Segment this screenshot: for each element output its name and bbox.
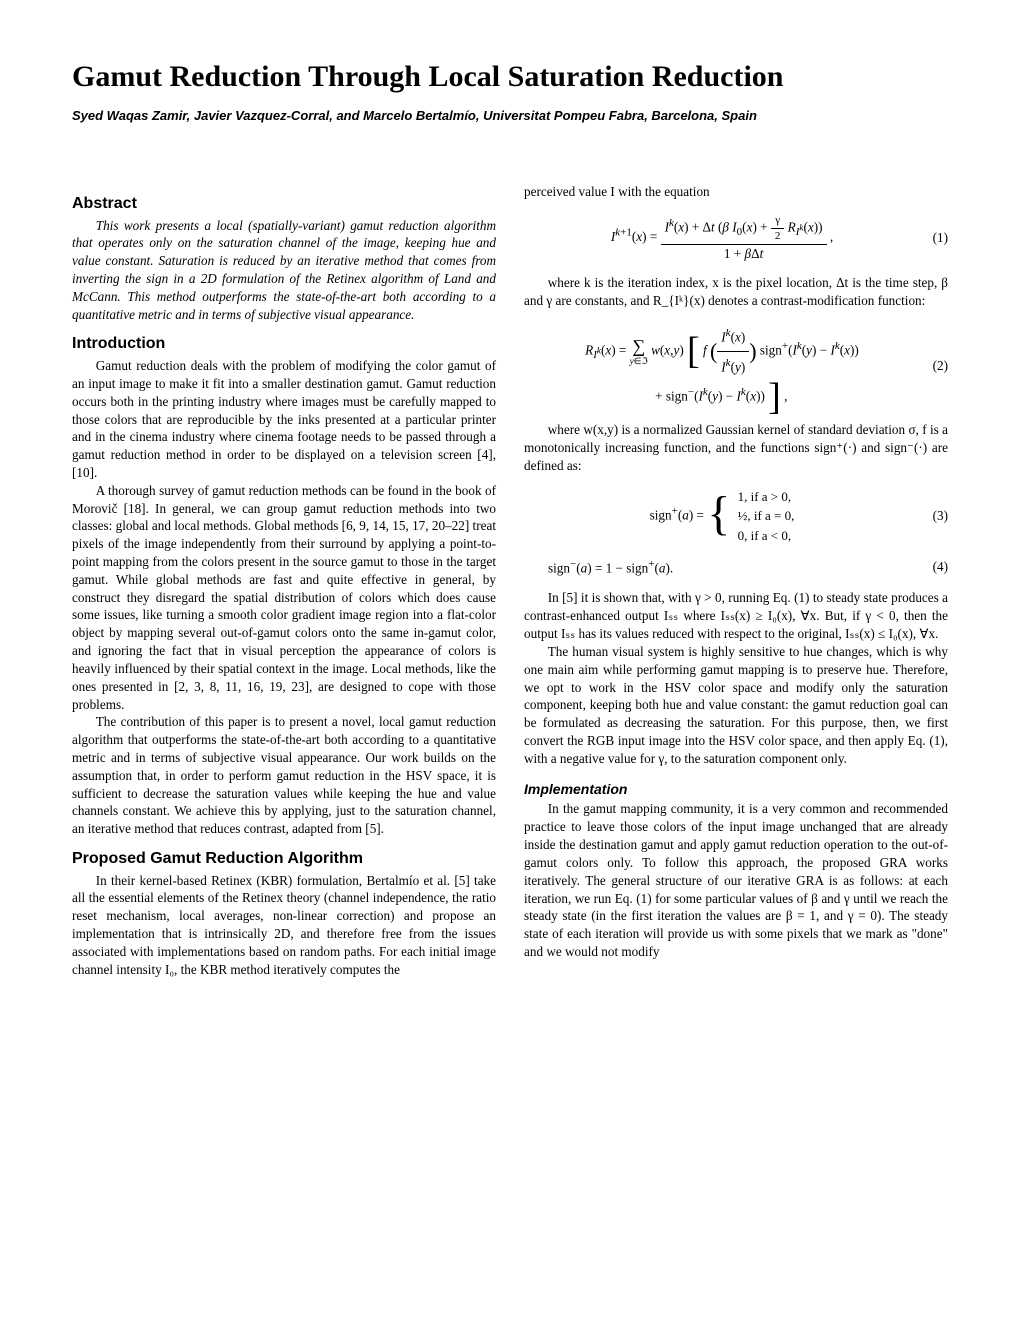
page-title: Gamut Reduction Through Local Saturation… [72, 60, 948, 94]
algorithm-heading: Proposed Gamut Reduction Algorithm [72, 848, 496, 870]
introduction-heading: Introduction [72, 333, 496, 355]
equation-4: sign−(a) = 1 − sign+(a). (4) [524, 557, 948, 577]
authors-line: Syed Waqas Zamir, Javier Vazquez-Corral,… [72, 108, 948, 123]
right-column: perceived value I with the equation Ik+1… [524, 183, 948, 978]
equation-3: sign+(a) = { 1, if a > 0, ½, if a = 0, 0… [524, 487, 948, 546]
equation-4-number: (4) [920, 558, 948, 576]
right-p3: In [5] it is shown that, with γ > 0, run… [524, 589, 948, 642]
abstract-text: This work presents a local (spatially-va… [72, 217, 496, 324]
equation-3-number: (3) [920, 507, 948, 525]
eq3-case-1: 1, if a > 0, [738, 489, 792, 504]
algorithm-paragraph-1: In their kernel-based Retinex (KBR) form… [72, 872, 496, 979]
implementation-heading: Implementation [524, 780, 948, 799]
two-column-layout: Abstract This work presents a local (spa… [72, 183, 948, 978]
equation-1-number: (1) [920, 229, 948, 247]
eq3-case-3: 0, if a < 0, [738, 528, 792, 543]
equation-1: Ik+1(x) = Ik(x) + Δt (β I0(x) + γ2 RIk(x… [524, 213, 948, 263]
abstract-heading: Abstract [72, 193, 496, 215]
right-p0: perceived value I with the equation [524, 183, 948, 201]
intro-paragraph-1: Gamut reduction deals with the problem o… [72, 357, 496, 482]
equation-2: RIk(x) = ∑ y∈ℑ w(x,y) [ f (Ik(x)Ik(y)) s… [524, 322, 948, 409]
eq3-case-2: ½, if a = 0, [738, 508, 795, 523]
right-p2: where w(x,y) is a normalized Gaussian ke… [524, 421, 948, 474]
right-p4: The human visual system is highly sensit… [524, 643, 948, 768]
equation-2-number: (2) [920, 357, 948, 375]
left-column: Abstract This work presents a local (spa… [72, 183, 496, 978]
intro-paragraph-3: The contribution of this paper is to pre… [72, 713, 496, 838]
right-p1: where k is the iteration index, x is the… [524, 274, 948, 310]
implementation-paragraph-1: In the gamut mapping community, it is a … [524, 800, 948, 960]
intro-paragraph-2: A thorough survey of gamut reduction met… [72, 482, 496, 714]
